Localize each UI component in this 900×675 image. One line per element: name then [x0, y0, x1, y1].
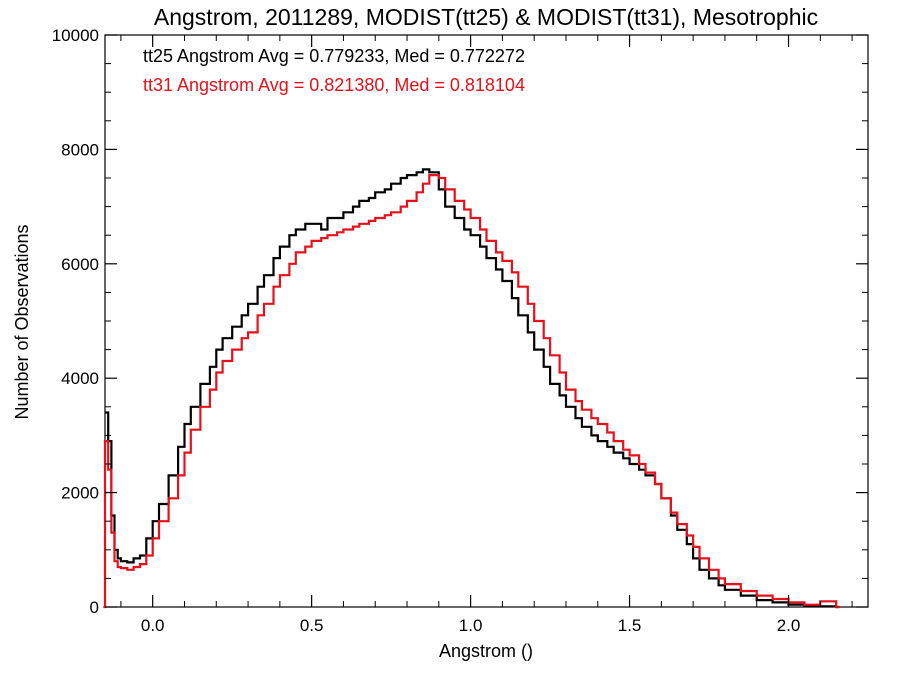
y-tick-label: 0 — [90, 598, 99, 617]
x-tick-label: 0.0 — [141, 616, 165, 635]
x-tick-label: 1.5 — [618, 616, 642, 635]
tt25-stats-annotation: tt25 Angstrom Avg = 0.779233, Med = 0.77… — [143, 46, 525, 66]
series-tt25-line — [105, 168, 840, 609]
x-axis-label: Angstrom () — [439, 641, 533, 661]
tt31-stats-annotation: tt31 Angstrom Avg = 0.821380, Med = 0.81… — [143, 75, 525, 95]
plot-frame — [104, 34, 869, 608]
series-layer — [103, 168, 840, 609]
y-tick-label: 8000 — [61, 140, 99, 159]
x-tick-label: 1.0 — [459, 616, 483, 635]
y-tick-label: 6000 — [61, 255, 99, 274]
x-tick-label: 0.5 — [300, 616, 324, 635]
axes-layer: 0.0 0.5 1.0 1.5 2.0 0 2000 4000 6000 8000 10000 — [52, 26, 868, 635]
x-tick-label: 2.0 — [777, 616, 801, 635]
y-tick-label: 4000 — [61, 369, 99, 388]
plot-area: 0.0 0.5 1.0 1.5 2.0 0 2000 4000 6000 8000 10000 — [52, 26, 869, 635]
y-axis-label: Number of Observations — [12, 224, 32, 419]
y-tick-label: 10000 — [52, 26, 99, 45]
y-tick-label: 2000 — [61, 484, 99, 503]
chart-title: Angstrom, 2011289, MODIST(tt25) & MODIST… — [154, 4, 818, 30]
series-tt31-line — [103, 174, 840, 609]
